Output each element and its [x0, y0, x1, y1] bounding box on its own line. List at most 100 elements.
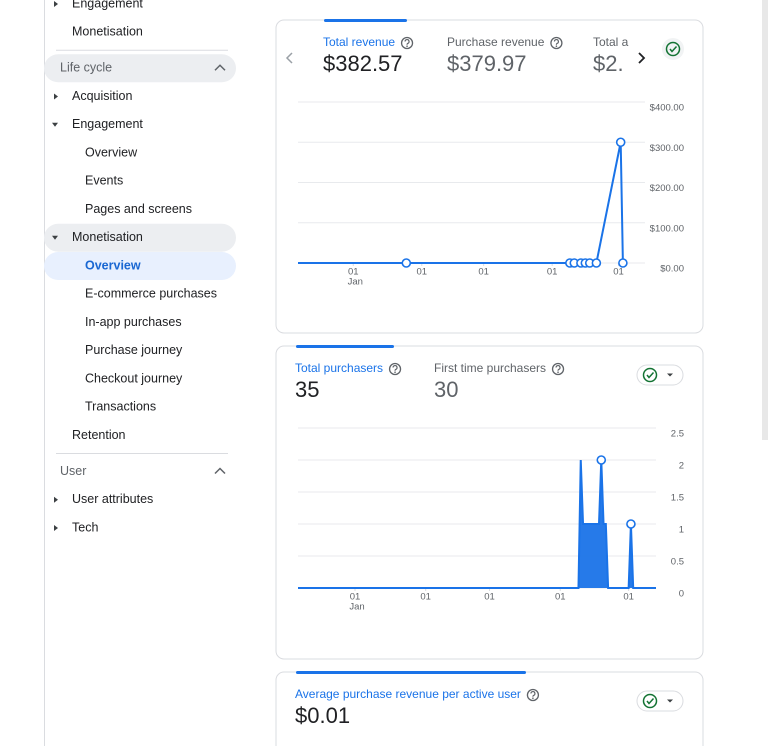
nav-item[interactable]: Checkout journey	[85, 371, 183, 385]
help-icon-glyph	[392, 364, 398, 371]
nav-item[interactable]: Engagement	[72, 117, 143, 131]
card	[275, 345, 704, 660]
help-icon-dot	[532, 697, 534, 699]
check-icon[interactable]	[642, 367, 658, 383]
metric-value: $379.97	[447, 51, 527, 76]
metric-picker[interactable]	[636, 364, 684, 386]
collapse-icon	[214, 64, 226, 71]
x-tick-label: 01	[547, 267, 558, 278]
line	[298, 459, 656, 589]
nav-item[interactable]: User attributes	[72, 492, 153, 506]
nav-item[interactable]: Monetisation	[72, 230, 143, 244]
check-mark	[646, 697, 655, 705]
x-sublabel: Jan	[349, 602, 364, 613]
y-tick-label: $0.00	[660, 264, 684, 275]
active-bg	[44, 252, 236, 280]
data-point	[618, 258, 628, 268]
scrollbar	[762, 0, 768, 440]
expand-arrow	[52, 122, 58, 127]
dropdown-arrow	[667, 699, 673, 703]
y-tick-label: 2	[679, 461, 684, 472]
prev-arrow[interactable]	[285, 52, 293, 64]
metric-value: 30	[434, 377, 458, 402]
tab-indicator	[324, 19, 407, 22]
expand-arrow	[54, 496, 58, 503]
section-header[interactable]: User	[60, 464, 86, 478]
collapse-icon	[214, 467, 226, 475]
y-tick-label: 0	[679, 589, 684, 600]
nav-item[interactable]: Tech	[72, 520, 98, 534]
data-point	[615, 137, 626, 148]
x-tick-label: 01	[420, 592, 431, 603]
help-icon-glyph	[530, 690, 536, 697]
metric-label[interactable]: Total revenue	[323, 35, 395, 49]
help-icon-dot	[406, 45, 408, 47]
data-point	[626, 519, 636, 529]
x-sublabel: Jan	[348, 277, 363, 288]
help-icon-dot	[557, 371, 559, 374]
nav-item[interactable]: E-commerce purchases	[85, 287, 217, 301]
selected-bg	[44, 223, 236, 252]
metric-label[interactable]: Total a	[593, 35, 629, 49]
help-icon-glyph	[555, 364, 561, 371]
nav-item[interactable]: Monetisation	[72, 25, 143, 39]
y-tick-label: $300.00	[650, 143, 684, 154]
metric-label[interactable]: Purchase revenue	[447, 35, 545, 49]
y-tick-label: 0.5	[671, 557, 684, 568]
dropdown-arrow	[667, 373, 673, 377]
help-icon[interactable]	[400, 36, 414, 50]
check-icon[interactable]	[642, 693, 658, 709]
check-bg	[662, 38, 684, 60]
metric-value: $382.57	[323, 51, 403, 76]
help-icon-dot	[394, 371, 396, 374]
x-tick-label: 01	[484, 592, 495, 603]
x-tick-label: 01	[613, 267, 624, 278]
nav-item[interactable]: Overview	[85, 145, 138, 159]
section-header[interactable]: Life cycle	[60, 61, 112, 75]
nav-item[interactable]: Purchase journey	[85, 343, 183, 357]
check-mark	[669, 45, 678, 53]
metric-value: $0.01	[295, 703, 350, 728]
expand-arrow	[54, 525, 58, 531]
nav-item[interactable]: Retention	[72, 428, 126, 442]
nav-item[interactable]: Overview	[85, 258, 141, 272]
help-icon-dot	[555, 45, 558, 47]
nav-item[interactable]: Transactions	[85, 400, 156, 414]
help-icon[interactable]	[550, 36, 563, 50]
y-tick-label: 2.5	[671, 429, 684, 440]
metric-label[interactable]: Average purchase revenue per active user	[295, 687, 521, 701]
help-icon-glyph	[553, 38, 559, 45]
tab-indicator	[296, 671, 526, 674]
data-point	[591, 258, 602, 268]
help-icon[interactable]	[388, 362, 402, 376]
selected-bg	[44, 54, 236, 83]
expand-arrow	[54, 93, 58, 100]
expand-arrow	[54, 1, 58, 7]
y-tick-label: $400.00	[650, 103, 684, 114]
data-point	[401, 258, 412, 268]
tab-indicator	[296, 345, 394, 348]
check-mark	[646, 371, 655, 379]
help-icon-glyph	[404, 38, 410, 45]
metric-label[interactable]: First time purchasers	[434, 361, 546, 375]
metric-picker[interactable]	[636, 690, 684, 712]
y-tick-label: $100.00	[650, 223, 684, 234]
y-tick-label: 1.5	[671, 493, 684, 504]
x-tick-label: 01	[555, 592, 566, 603]
nav-item[interactable]: Pages and screens	[85, 202, 192, 216]
metrics: Total revenue $382.57 Purchase revenue $379…	[323, 35, 629, 76]
y-tick-label: $200.00	[650, 183, 684, 194]
x-tick-label: 01	[416, 267, 427, 278]
nav-item[interactable]: Acquisition	[72, 89, 132, 103]
help-icon[interactable]	[551, 362, 565, 376]
help-icon[interactable]	[526, 688, 540, 702]
next-arrow[interactable]	[638, 52, 646, 64]
data-point	[596, 455, 607, 465]
metrics: Total purchasers 35 First time purchasers 3…	[295, 361, 546, 402]
metric-label[interactable]: Total purchasers	[295, 361, 383, 375]
nav-item[interactable]: In-app purchases	[85, 315, 182, 329]
nav-item[interactable]: Engagement	[72, 0, 143, 10]
nav-item[interactable]: Events	[85, 174, 123, 188]
check-icon[interactable]	[665, 41, 681, 57]
